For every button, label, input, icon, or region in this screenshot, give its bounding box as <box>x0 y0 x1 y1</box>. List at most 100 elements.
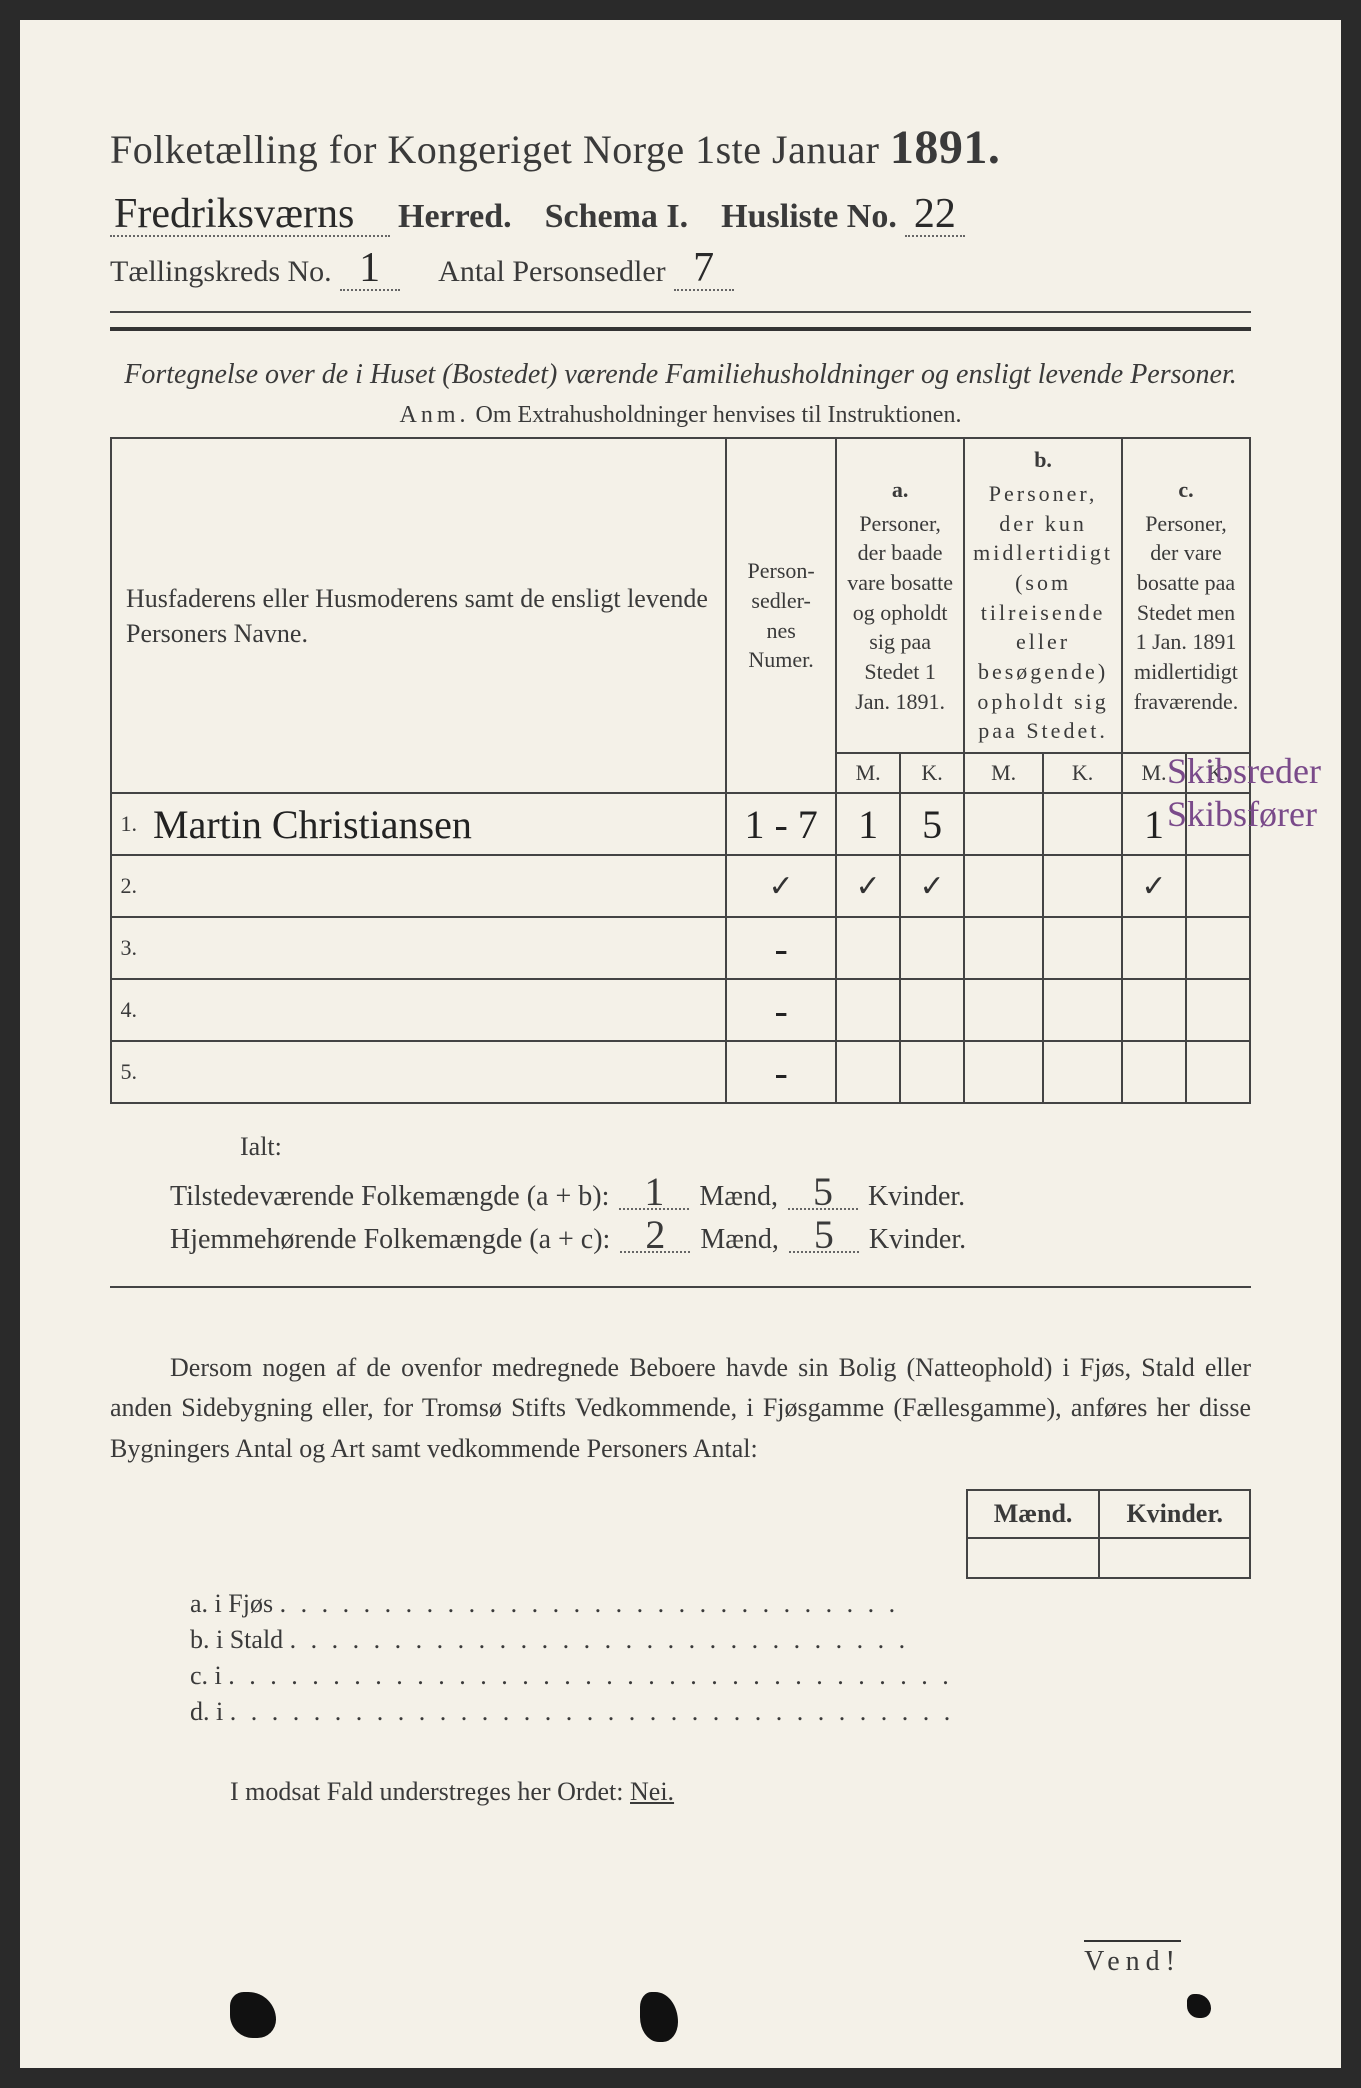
cell-b-m <box>964 979 1043 1041</box>
cell-c-m <box>1122 917 1186 979</box>
totals-row1-k: 5 <box>788 1176 858 1210</box>
dotlist-b: b. i Stald . . . . . . . . . . . . . . .… <box>190 1625 1251 1655</box>
totals-row-1: Tilstedeværende Folkemængde (a + b): 1 M… <box>170 1176 1251 1213</box>
cell-c-k <box>1186 855 1250 917</box>
totals-row-2: Hjemmehørende Folkemængde (a + c): 2 Mæn… <box>170 1219 1251 1256</box>
anm-text: Om Extrahusholdninger henvises til Instr… <box>476 402 962 428</box>
side-cell <box>967 1538 1100 1578</box>
margin-line-2: Skibsfører <box>1167 793 1321 836</box>
cell-a-m <box>836 979 900 1041</box>
col-c-header: c. Personer, der vare bosatte paa Stedet… <box>1122 438 1250 753</box>
husliste-value: 22 <box>905 193 965 237</box>
punch-hole <box>1187 1994 1211 2018</box>
header-row-2: Tællingskreds No. 1 Antal Personsedler 7 <box>110 247 1251 291</box>
row-number: 2. <box>111 855 145 917</box>
cell-c-m: ✓ <box>1122 855 1186 917</box>
table-row: 5.- <box>111 1041 1250 1103</box>
punch-hole <box>640 1992 678 2042</box>
sidebuilding-paragraph: Dersom nogen af de ovenfor medregnede Be… <box>110 1348 1251 1469</box>
header-row-1: Fredriksværns Herred. Schema I. Husliste… <box>110 193 1251 237</box>
totals-row2-label: Hjemmehørende Folkemængde (a + c): <box>170 1224 610 1256</box>
title-year: 1891. <box>890 121 1001 174</box>
col-name-header: Husfaderens eller Husmoderens samt de en… <box>111 438 726 793</box>
cell-a-k: ✓ <box>900 855 964 917</box>
cell-b-m <box>964 855 1043 917</box>
nei-word: Nei. <box>630 1777 674 1806</box>
cell-a-k <box>900 917 964 979</box>
kvinder-label: Kvinder. <box>869 1224 966 1256</box>
cell-c-k <box>1186 917 1250 979</box>
ialt-label: Ialt: <box>240 1132 1251 1162</box>
totals-row2-k: 5 <box>789 1219 859 1253</box>
margin-annotation: Skibsreder Skibsfører <box>1167 750 1321 836</box>
cell-b-m <box>964 1041 1043 1103</box>
cell-a-m: ✓ <box>836 855 900 917</box>
punch-hole <box>230 1992 276 2038</box>
antal-value: 7 <box>674 247 734 291</box>
cell-c-m <box>1122 979 1186 1041</box>
cell-b-m <box>964 917 1043 979</box>
row-num-range: - <box>726 1041 836 1103</box>
dotlist-d: d. i . . . . . . . . . . . . . . . . . .… <box>190 1697 1251 1727</box>
row-num-range: - <box>726 979 836 1041</box>
row-name <box>145 917 726 979</box>
schema-label: Schema I. <box>545 198 689 236</box>
census-form-page: Folketælling for Kongeriget Norge 1ste J… <box>20 20 1341 2068</box>
col-b-header: b. Personer, der kun midlertidigt (som t… <box>964 438 1122 753</box>
main-table: Husfaderens eller Husmoderens samt de en… <box>110 437 1251 1104</box>
cell-a-m <box>836 1041 900 1103</box>
cell-b-k <box>1043 917 1122 979</box>
vend-label: Vend! <box>1084 1940 1181 1978</box>
kreds-value: 1 <box>340 247 400 291</box>
cell-c-k <box>1186 1041 1250 1103</box>
row-name: Martin Christiansen <box>145 793 726 855</box>
dotlist-c: c. i . . . . . . . . . . . . . . . . . .… <box>190 1661 1251 1691</box>
side-m-header: Mænd. <box>967 1490 1100 1538</box>
cell-a-m <box>836 917 900 979</box>
cell-a-m: 1 <box>836 793 900 855</box>
maend-label: Mænd, <box>700 1224 779 1256</box>
cell-b-k <box>1043 793 1122 855</box>
maend-label: Mænd, <box>699 1181 778 1213</box>
row-number: 1. <box>111 793 145 855</box>
side-k-header: Kvinder. <box>1099 1490 1250 1538</box>
rule <box>110 1286 1251 1288</box>
mk-header: K. <box>900 753 964 793</box>
table-header-row-1: Husfaderens eller Husmoderens samt de en… <box>111 438 1250 753</box>
table-row: 3. - <box>111 917 1250 979</box>
cell-b-m <box>964 793 1043 855</box>
cell-b-k <box>1043 855 1122 917</box>
cell-b-k <box>1043 979 1122 1041</box>
kvinder-label: Kvinder. <box>868 1181 965 1213</box>
cell-a-k <box>900 1041 964 1103</box>
totals-row1-m: 1 <box>619 1176 689 1210</box>
table-row: 2.✓✓✓✓ <box>111 855 1250 917</box>
rule <box>110 311 1251 313</box>
herred-value: Fredriksværns <box>110 193 390 237</box>
title-prefix: Folketælling for Kongeriget Norge 1ste J… <box>110 127 879 172</box>
col-num-header: Person- sedler- nes Numer. <box>726 438 836 793</box>
herred-label: Herred. <box>398 198 512 236</box>
cell-c-m <box>1122 1041 1186 1103</box>
anm-line: Anm. Om Extrahusholdninger henvises til … <box>110 402 1251 429</box>
row-name <box>145 979 726 1041</box>
margin-line-1: Skibsreder <box>1167 750 1321 793</box>
modsat-line: I modsat Fald understreges her Ordet: Ne… <box>230 1777 1251 1807</box>
cell-a-k <box>900 979 964 1041</box>
table-row: 4. - <box>111 979 1250 1041</box>
row-num-range: ✓ <box>726 855 836 917</box>
mk-header: M. <box>836 753 900 793</box>
anm-label: Anm. <box>400 402 470 428</box>
row-num-range: 1 - 7 <box>726 793 836 855</box>
row-num-range: - <box>726 917 836 979</box>
row-number: 3. <box>111 917 145 979</box>
row-name <box>145 855 726 917</box>
subtitle: Fortegnelse over de i Huset (Bostedet) v… <box>110 355 1251 394</box>
cell-c-k <box>1186 979 1250 1041</box>
col-a-header: a. Personer, der baade vare bosatte og o… <box>836 438 964 753</box>
totals-row1-label: Tilstedeværende Folkemængde (a + b): <box>170 1181 609 1213</box>
mk-header: M. <box>964 753 1043 793</box>
page-title: Folketælling for Kongeriget Norge 1ste J… <box>110 120 1251 175</box>
row-number: 4. <box>111 979 145 1041</box>
side-cell <box>1099 1538 1250 1578</box>
